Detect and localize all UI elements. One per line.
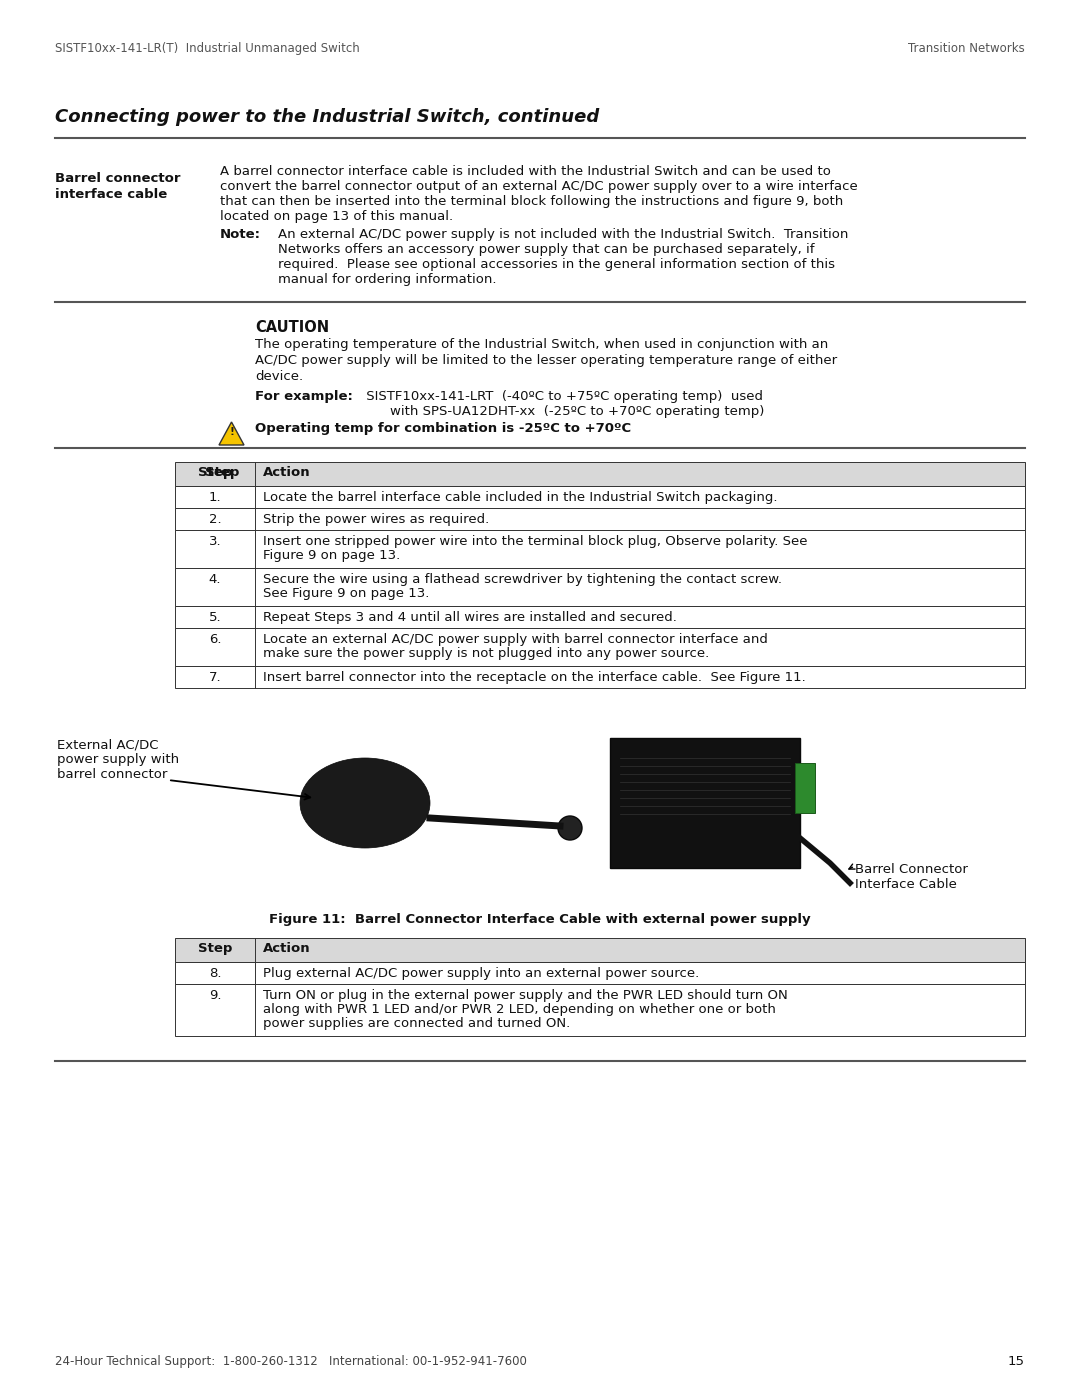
Text: 6.: 6. <box>208 633 221 645</box>
Text: 7.: 7. <box>208 671 221 685</box>
Bar <box>175 963 1025 983</box>
Text: Figure 11:  Barrel Connector Interface Cable with external power supply: Figure 11: Barrel Connector Interface Ca… <box>269 914 811 926</box>
Bar <box>175 529 1025 569</box>
Text: 24-Hour Technical Support:  1-800-260-1312   International: 00-1-952-941-7600: 24-Hour Technical Support: 1-800-260-131… <box>55 1355 527 1368</box>
Text: required.  Please see optional accessories in the general information section of: required. Please see optional accessorie… <box>278 258 835 271</box>
Text: SISTF10xx-141-LR(T)  Industrial Unmanaged Switch: SISTF10xx-141-LR(T) Industrial Unmanaged… <box>55 42 360 54</box>
Text: 5.: 5. <box>208 610 221 624</box>
Text: SISTF10xx-141-LRT  (-40ºC to +75ºC operating temp)  used: SISTF10xx-141-LRT (-40ºC to +75ºC operat… <box>362 390 762 402</box>
Text: Locate an external AC/DC power supply with barrel connector interface and: Locate an external AC/DC power supply wi… <box>264 633 768 645</box>
Bar <box>175 937 1025 963</box>
Text: Barrel connector: Barrel connector <box>55 172 180 184</box>
Text: located on page 13 of this manual.: located on page 13 of this manual. <box>220 210 454 224</box>
Text: manual for ordering information.: manual for ordering information. <box>278 272 497 286</box>
Polygon shape <box>219 422 244 446</box>
Text: Figure 9 on page 13.: Figure 9 on page 13. <box>264 549 401 562</box>
Text: 3.: 3. <box>208 535 221 548</box>
Text: An external AC/DC power supply is not included with the Industrial Switch.  Tran: An external AC/DC power supply is not in… <box>278 228 849 242</box>
Text: Step: Step <box>198 467 232 479</box>
Text: power supply with: power supply with <box>57 753 179 766</box>
Text: The operating temperature of the Industrial Switch, when used in conjunction wit: The operating temperature of the Industr… <box>255 338 828 351</box>
Text: barrel connector: barrel connector <box>57 768 167 781</box>
Text: device.: device. <box>255 370 303 383</box>
Text: 9.: 9. <box>208 989 221 1002</box>
Text: Operating temp for combination is -25ºC to +70ºC: Operating temp for combination is -25ºC … <box>255 422 631 434</box>
Text: !: ! <box>229 427 234 437</box>
Text: along with PWR 1 LED and/or PWR 2 LED, depending on whether one or both: along with PWR 1 LED and/or PWR 2 LED, d… <box>264 1003 775 1016</box>
Text: Turn ON or plug in the external power supply and the PWR LED should turn ON: Turn ON or plug in the external power su… <box>264 989 787 1002</box>
Bar <box>610 738 800 868</box>
Text: For example:: For example: <box>255 390 353 402</box>
Bar <box>175 983 1025 1037</box>
Ellipse shape <box>300 759 430 848</box>
Text: 1.: 1. <box>208 490 221 504</box>
Bar <box>175 509 1025 529</box>
Text: Note:: Note: <box>220 228 261 242</box>
Text: Strip the power wires as required.: Strip the power wires as required. <box>264 513 489 527</box>
Text: Action: Action <box>264 942 311 956</box>
Text: 8.: 8. <box>208 967 221 981</box>
Bar <box>175 666 1025 687</box>
Text: that can then be inserted into the terminal block following the instructions and: that can then be inserted into the termi… <box>220 196 843 208</box>
Circle shape <box>558 816 582 840</box>
Bar <box>175 462 1025 486</box>
Text: with SPS-UA12DHT-xx  (-25ºC to +70ºC operating temp): with SPS-UA12DHT-xx (-25ºC to +70ºC oper… <box>390 405 765 418</box>
Text: Insert barrel connector into the receptacle on the interface cable.  See Figure : Insert barrel connector into the recepta… <box>264 671 806 685</box>
Bar <box>795 763 815 813</box>
Text: Connecting power to the Industrial Switch, continued: Connecting power to the Industrial Switc… <box>55 108 599 126</box>
Text: make sure the power supply is not plugged into any power source.: make sure the power supply is not plugge… <box>264 647 710 659</box>
Text: Insert one stripped power wire into the terminal block plug, Observe polarity. S: Insert one stripped power wire into the … <box>264 535 808 548</box>
Text: AC/DC power supply will be limited to the lesser operating temperature range of : AC/DC power supply will be limited to th… <box>255 353 837 367</box>
Text: 15: 15 <box>1008 1355 1025 1368</box>
Text: CAUTION: CAUTION <box>255 320 329 335</box>
Text: Barrel Connector: Barrel Connector <box>855 863 968 876</box>
Text: See Figure 9 on page 13.: See Figure 9 on page 13. <box>264 587 430 599</box>
Bar <box>175 629 1025 666</box>
Text: Repeat Steps 3 and 4 until all wires are installed and secured.: Repeat Steps 3 and 4 until all wires are… <box>264 610 677 624</box>
Text: Interface Cable: Interface Cable <box>855 877 957 891</box>
Text: Networks offers an accessory power supply that can be purchased separately, if: Networks offers an accessory power suppl… <box>278 243 814 256</box>
Text: Plug external AC/DC power supply into an external power source.: Plug external AC/DC power supply into an… <box>264 967 699 981</box>
Bar <box>175 606 1025 629</box>
Bar <box>175 569 1025 606</box>
Text: Step: Step <box>205 467 239 479</box>
Bar <box>175 486 1025 509</box>
Text: External AC/DC: External AC/DC <box>57 738 159 752</box>
Text: Transition Networks: Transition Networks <box>908 42 1025 54</box>
Text: interface cable: interface cable <box>55 189 167 201</box>
Text: Step: Step <box>198 942 232 956</box>
Text: Secure the wire using a flathead screwdriver by tightening the contact screw.: Secure the wire using a flathead screwdr… <box>264 573 782 585</box>
Text: 2.: 2. <box>208 513 221 527</box>
Text: A barrel connector interface cable is included with the Industrial Switch and ca: A barrel connector interface cable is in… <box>220 165 831 177</box>
Text: convert the barrel connector output of an external AC/DC power supply over to a : convert the barrel connector output of a… <box>220 180 858 193</box>
Text: power supplies are connected and turned ON.: power supplies are connected and turned … <box>264 1017 570 1030</box>
Text: Action: Action <box>264 467 311 479</box>
Text: Locate the barrel interface cable included in the Industrial Switch packaging.: Locate the barrel interface cable includ… <box>264 490 778 504</box>
Text: 4.: 4. <box>208 573 221 585</box>
